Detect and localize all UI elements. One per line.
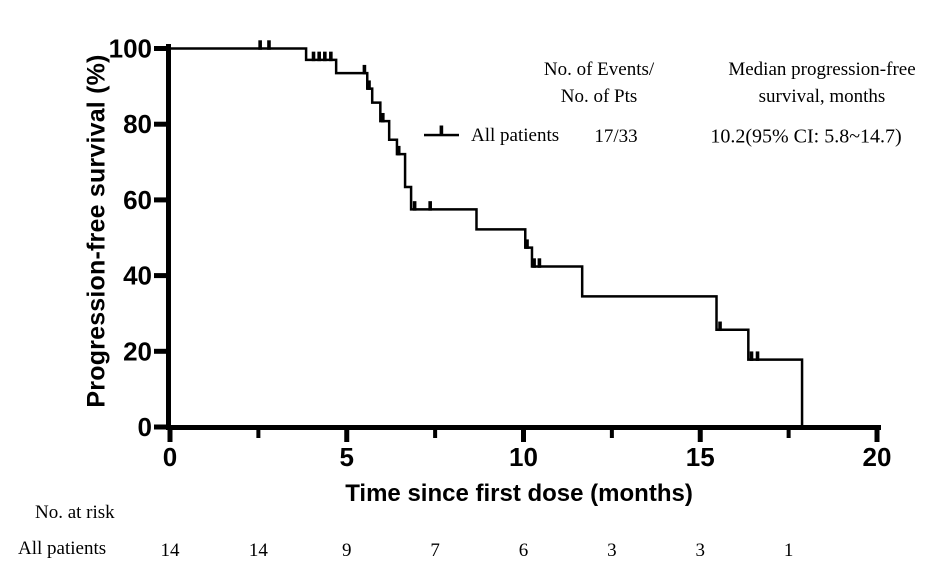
y-tick xyxy=(154,424,166,430)
x-tick-label: 20 xyxy=(863,442,892,472)
x-tick-label: 0 xyxy=(163,442,177,472)
y-tick xyxy=(154,121,166,127)
at-risk-row-label: All patients xyxy=(18,538,107,559)
censor-tick xyxy=(412,201,417,211)
legend-key-censor-tick xyxy=(439,125,444,135)
censor-tick xyxy=(525,239,529,249)
legend-series-label: All patients xyxy=(471,125,560,146)
at-risk-count: 9 xyxy=(342,540,352,561)
legend-header-events-line2: No. of Pts xyxy=(560,86,638,107)
legend-header-median-line2: survival, months xyxy=(758,86,886,107)
censor-tick xyxy=(329,51,333,62)
y-tick-label: 80 xyxy=(123,109,152,139)
y-tick-label: 0 xyxy=(138,412,152,442)
x-minor-tick xyxy=(609,430,614,438)
x-tick xyxy=(521,430,526,442)
x-tick xyxy=(697,430,703,442)
y-tick xyxy=(154,348,166,354)
censor-tick xyxy=(396,145,401,156)
at-risk-count: 7 xyxy=(430,540,440,561)
x-tick xyxy=(167,430,173,442)
x-axis-title: Time since first dose (months) xyxy=(345,480,693,507)
censor-tick xyxy=(258,40,262,50)
x-tick xyxy=(874,430,880,442)
y-tick xyxy=(154,273,166,279)
legend-header-events-line1: No. of Events/ xyxy=(543,59,655,80)
at-risk-count: 3 xyxy=(696,540,706,561)
censor-tick xyxy=(532,258,536,268)
x-minor-tick xyxy=(256,430,261,438)
at-risk-count: 14 xyxy=(161,540,181,561)
y-tick-label: 100 xyxy=(109,34,152,64)
at-risk-count: 1 xyxy=(784,540,794,561)
km-curve-all-patients xyxy=(170,47,804,427)
x-tick-label: 5 xyxy=(340,442,354,472)
x-minor-tick xyxy=(433,430,438,438)
censor-tick xyxy=(311,51,316,62)
censor-tick xyxy=(267,40,271,50)
legend-events-value: 17/33 xyxy=(594,126,638,147)
at-risk-count: 3 xyxy=(607,540,617,561)
x-tick-label: 15 xyxy=(686,442,715,472)
at-risk-title: No. at risk xyxy=(35,502,115,523)
censor-tick xyxy=(362,64,367,75)
y-tick xyxy=(154,197,166,203)
censor-tick xyxy=(755,351,760,361)
at-risk-count: 6 xyxy=(519,540,529,561)
x-axis-line xyxy=(166,425,881,430)
y-tick xyxy=(154,46,166,51)
x-minor-tick xyxy=(786,430,791,438)
censor-tick xyxy=(367,80,371,90)
censor-tick xyxy=(749,351,754,361)
censor-tick xyxy=(537,258,542,268)
y-tick-label: 40 xyxy=(123,261,152,291)
y-tick-label: 60 xyxy=(123,185,152,215)
censor-tick xyxy=(317,51,321,62)
censor-tick xyxy=(381,112,385,123)
censor-tick xyxy=(718,321,722,332)
y-tick-label: 20 xyxy=(123,336,152,366)
censor-tick xyxy=(323,51,327,62)
y-axis-line xyxy=(166,44,171,430)
censor-tick xyxy=(428,201,432,211)
y-axis-title: Progression-free survival (%) xyxy=(82,54,111,408)
x-tick xyxy=(344,430,350,442)
legend-header-median-line1: Median progression-free xyxy=(728,59,916,80)
x-tick-label: 10 xyxy=(509,442,538,472)
legend-key-line xyxy=(424,133,459,137)
at-risk-count: 14 xyxy=(249,540,269,561)
legend-median-value: 10.2(95% CI: 5.8~14.7) xyxy=(710,125,902,148)
